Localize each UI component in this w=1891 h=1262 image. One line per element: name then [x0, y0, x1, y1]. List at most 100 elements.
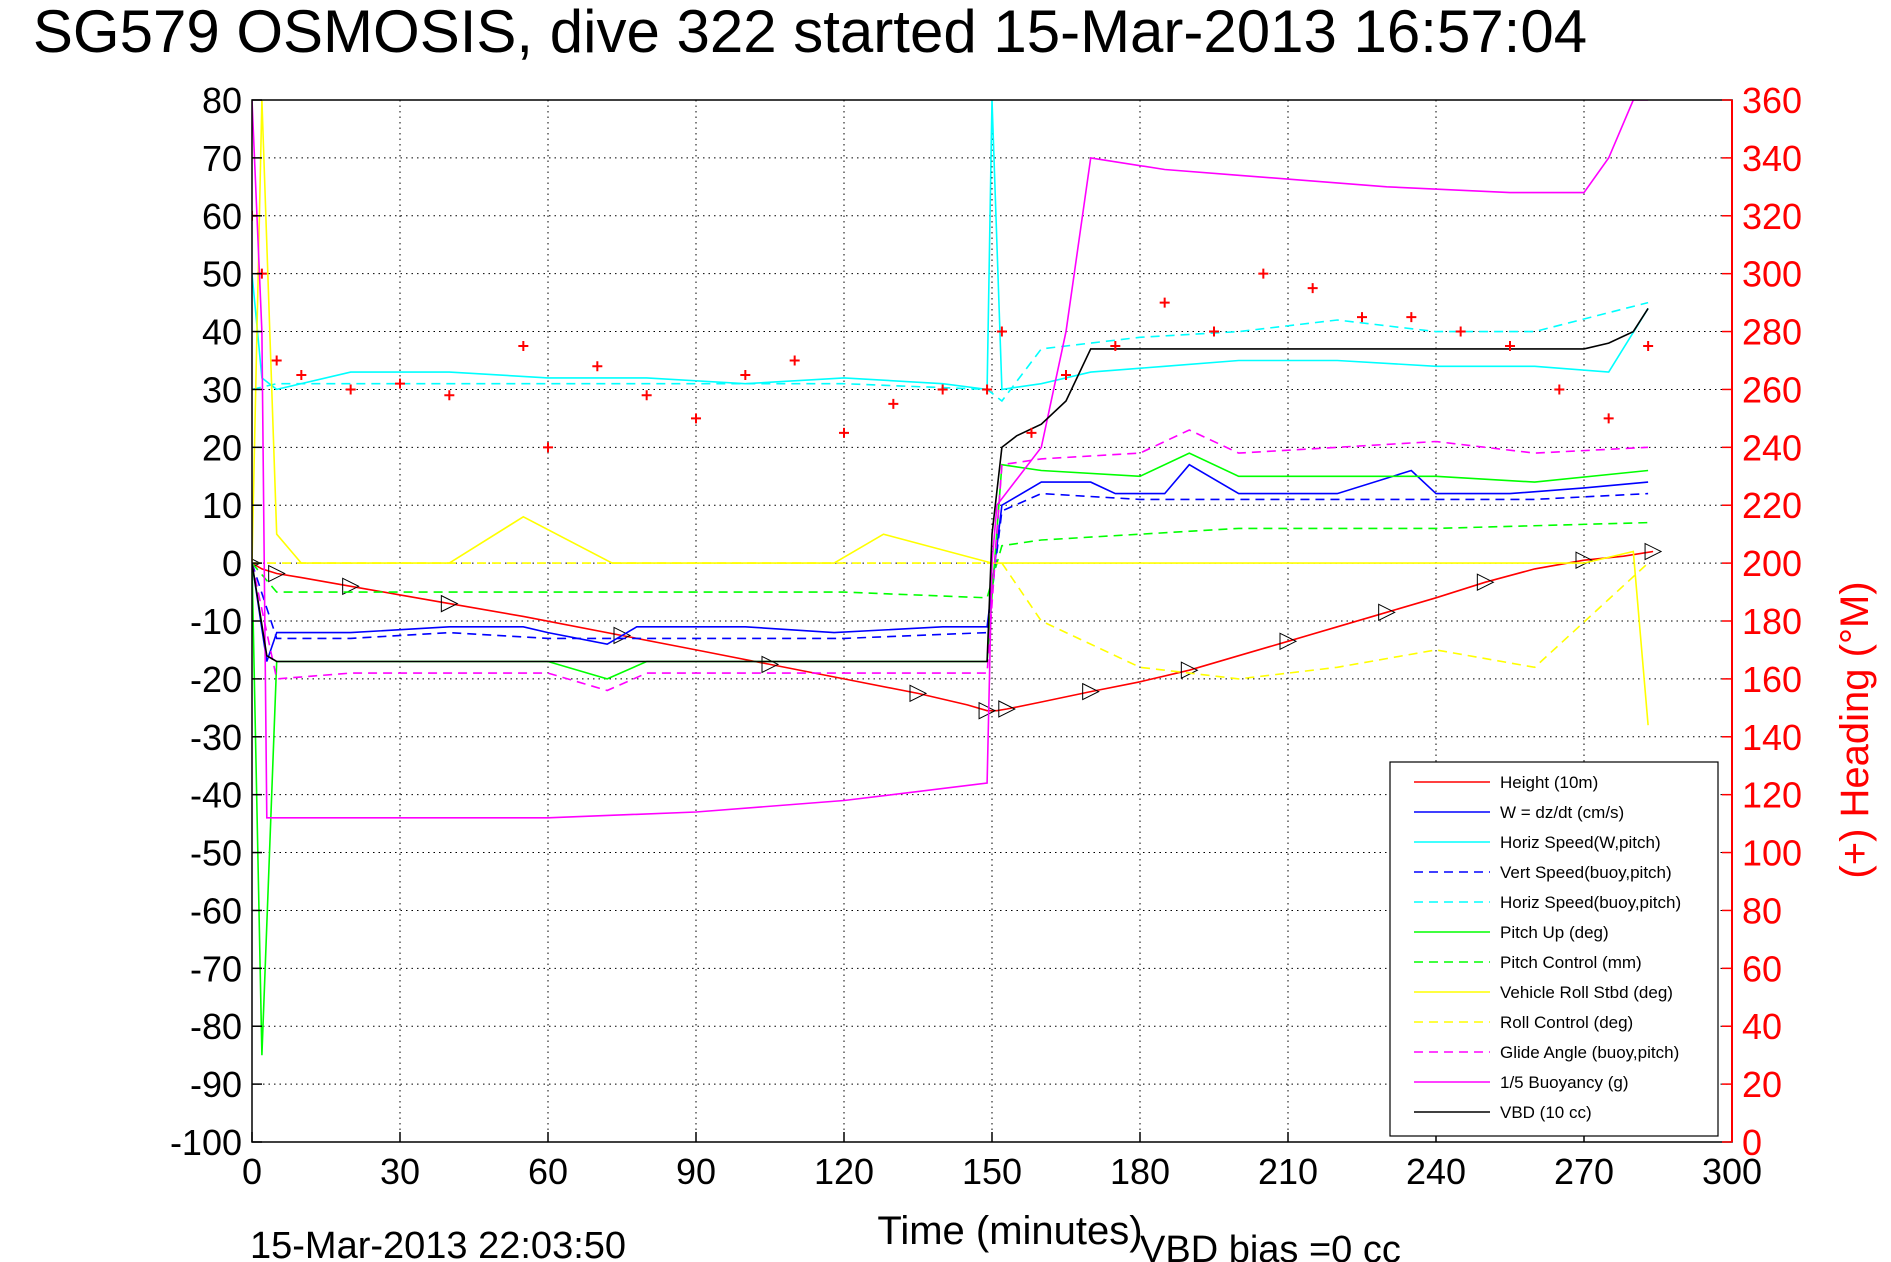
heading-point — [1455, 326, 1466, 337]
heading-point — [1406, 312, 1417, 323]
heading-point — [888, 398, 899, 409]
height-marker — [1082, 682, 1100, 701]
heading-point — [543, 442, 553, 453]
height-marker — [1575, 551, 1594, 570]
heading-point — [996, 326, 1007, 337]
height-marker — [761, 655, 780, 674]
heading-point — [1357, 312, 1367, 323]
heading-point — [1603, 413, 1614, 424]
height-marker — [440, 594, 459, 613]
y-tick-label: -20 — [190, 659, 242, 700]
heading-point — [982, 384, 993, 395]
legend: Height (10m) W = dz/dt (cm/s) Horiz Speed(… — [1389, 761, 1719, 1137]
y2-tick-label: 20 — [1742, 1064, 1782, 1105]
heading-point — [296, 369, 307, 380]
y2-tick-label: 40 — [1742, 1006, 1782, 1047]
heading-point — [1026, 427, 1037, 438]
y2-tick-label: 360 — [1742, 80, 1802, 121]
heading-point — [691, 413, 701, 424]
series-line-vehicle-roll-stbd-deg — [252, 100, 1649, 726]
series-line-horiz-speed-w-pitch — [252, 100, 1649, 391]
heading-point — [740, 369, 751, 380]
heading-point — [592, 361, 603, 372]
y-tick-label: 40 — [202, 312, 242, 353]
legend-entry: VBD (10 cc) — [1500, 1103, 1592, 1122]
heading-point — [1159, 297, 1170, 308]
heading-point — [1209, 326, 1219, 337]
chart-title: SG579 OSMOSIS, dive 322 started 15-Mar-2… — [33, 0, 1587, 65]
y-tick-label: -40 — [190, 775, 242, 816]
legend-entry: 1/5 Buoyancy (g) — [1500, 1073, 1629, 1092]
y2-axis-label: (+) Heading (°M) — [1833, 581, 1877, 878]
heading-point — [1554, 384, 1565, 395]
y-tick-label: -100 — [170, 1122, 242, 1163]
series-line-pitch-control-mm — [252, 521, 1649, 599]
series-line-roll-control-deg — [252, 562, 1649, 680]
heading-point — [1258, 268, 1269, 279]
heading-point — [395, 378, 405, 389]
x-tick-label: 270 — [1554, 1151, 1614, 1192]
height-marker — [268, 564, 286, 583]
height-marker — [1378, 603, 1396, 622]
height-marker — [909, 684, 928, 703]
heading-point — [444, 390, 455, 401]
y2-tick-label: 220 — [1742, 485, 1802, 526]
footer-vbd-bias: VBD bias =0 cc — [1140, 1229, 1401, 1262]
x-tick-label: 210 — [1258, 1151, 1318, 1192]
y2-tick-label: 120 — [1742, 775, 1802, 816]
y2-tick-label: 80 — [1742, 890, 1782, 931]
legend-entry: Horiz Speed(buoy,pitch) — [1500, 893, 1681, 912]
heading-point — [839, 427, 849, 438]
y-tick-label: -60 — [190, 890, 242, 931]
footer-timestamp: 15-Mar-2013 22:03:50 — [250, 1225, 626, 1262]
y-tick-label: -70 — [190, 948, 242, 989]
series-line-glide-angle-buoy-pitch — [252, 429, 1649, 692]
height-marker — [1180, 661, 1199, 680]
y-tick-label: 50 — [202, 254, 242, 295]
y2-tick-label: 140 — [1742, 717, 1802, 758]
height-marker — [998, 700, 1016, 718]
plot-area — [252, 100, 1663, 1056]
y2-tick-label: 340 — [1742, 138, 1802, 179]
height-marker — [342, 577, 360, 596]
series-group — [252, 100, 1663, 1056]
legend-entry: Glide Angle (buoy,pitch) — [1500, 1043, 1679, 1062]
series-line-height-10m — [252, 550, 1654, 712]
y-tick-label: 0 — [222, 543, 242, 584]
series-line-vbd-10-cc — [252, 307, 1649, 663]
heading-point — [937, 384, 948, 395]
legend-entry: W = dz/dt (cm/s) — [1500, 803, 1624, 822]
y-tick-label: 30 — [202, 369, 242, 410]
legend-entry: Pitch Up (deg) — [1500, 923, 1609, 942]
y2-tick-label: 60 — [1742, 948, 1782, 989]
height-marker — [1476, 573, 1495, 592]
legend-entry: Height (10m) — [1500, 773, 1598, 792]
x-tick-label: 240 — [1406, 1151, 1466, 1192]
x-axis-label: Time (minutes) — [877, 1209, 1142, 1253]
legend-box — [1389, 761, 1719, 1137]
heading-point — [1061, 369, 1071, 380]
y2-ticks: 0 20 40 60 80 100 120 140 160 180 200 220 240 260 280 3… — [1722, 80, 1802, 1163]
legend-entry: Vehicle Roll Stbd (deg) — [1500, 983, 1673, 1002]
legend-entry: Horiz Speed(W,pitch) — [1500, 833, 1661, 852]
heading-point — [345, 384, 356, 395]
x-tick-label: 150 — [962, 1151, 1022, 1192]
y-tick-label: 20 — [202, 427, 242, 468]
height-marker — [613, 626, 632, 645]
x-tick-label: 90 — [676, 1151, 716, 1192]
y2-tick-label: 200 — [1742, 543, 1802, 584]
y-tick-label: -50 — [190, 833, 242, 874]
y2-tick-label: 280 — [1742, 312, 1802, 353]
series-line-vert-speed-buoy-pitch — [252, 492, 1649, 640]
y2-tick-label: 160 — [1742, 659, 1802, 700]
x-tick-label: 0 — [242, 1151, 262, 1192]
y2-tick-label: 180 — [1742, 601, 1802, 642]
x-tick-label: 180 — [1110, 1151, 1170, 1192]
heading-point — [641, 390, 652, 401]
y-tick-label: -90 — [190, 1064, 242, 1105]
heading-point — [1505, 341, 1515, 352]
height-marker — [1644, 542, 1663, 561]
x-tick-label: 60 — [528, 1151, 568, 1192]
heading-point — [789, 355, 800, 366]
